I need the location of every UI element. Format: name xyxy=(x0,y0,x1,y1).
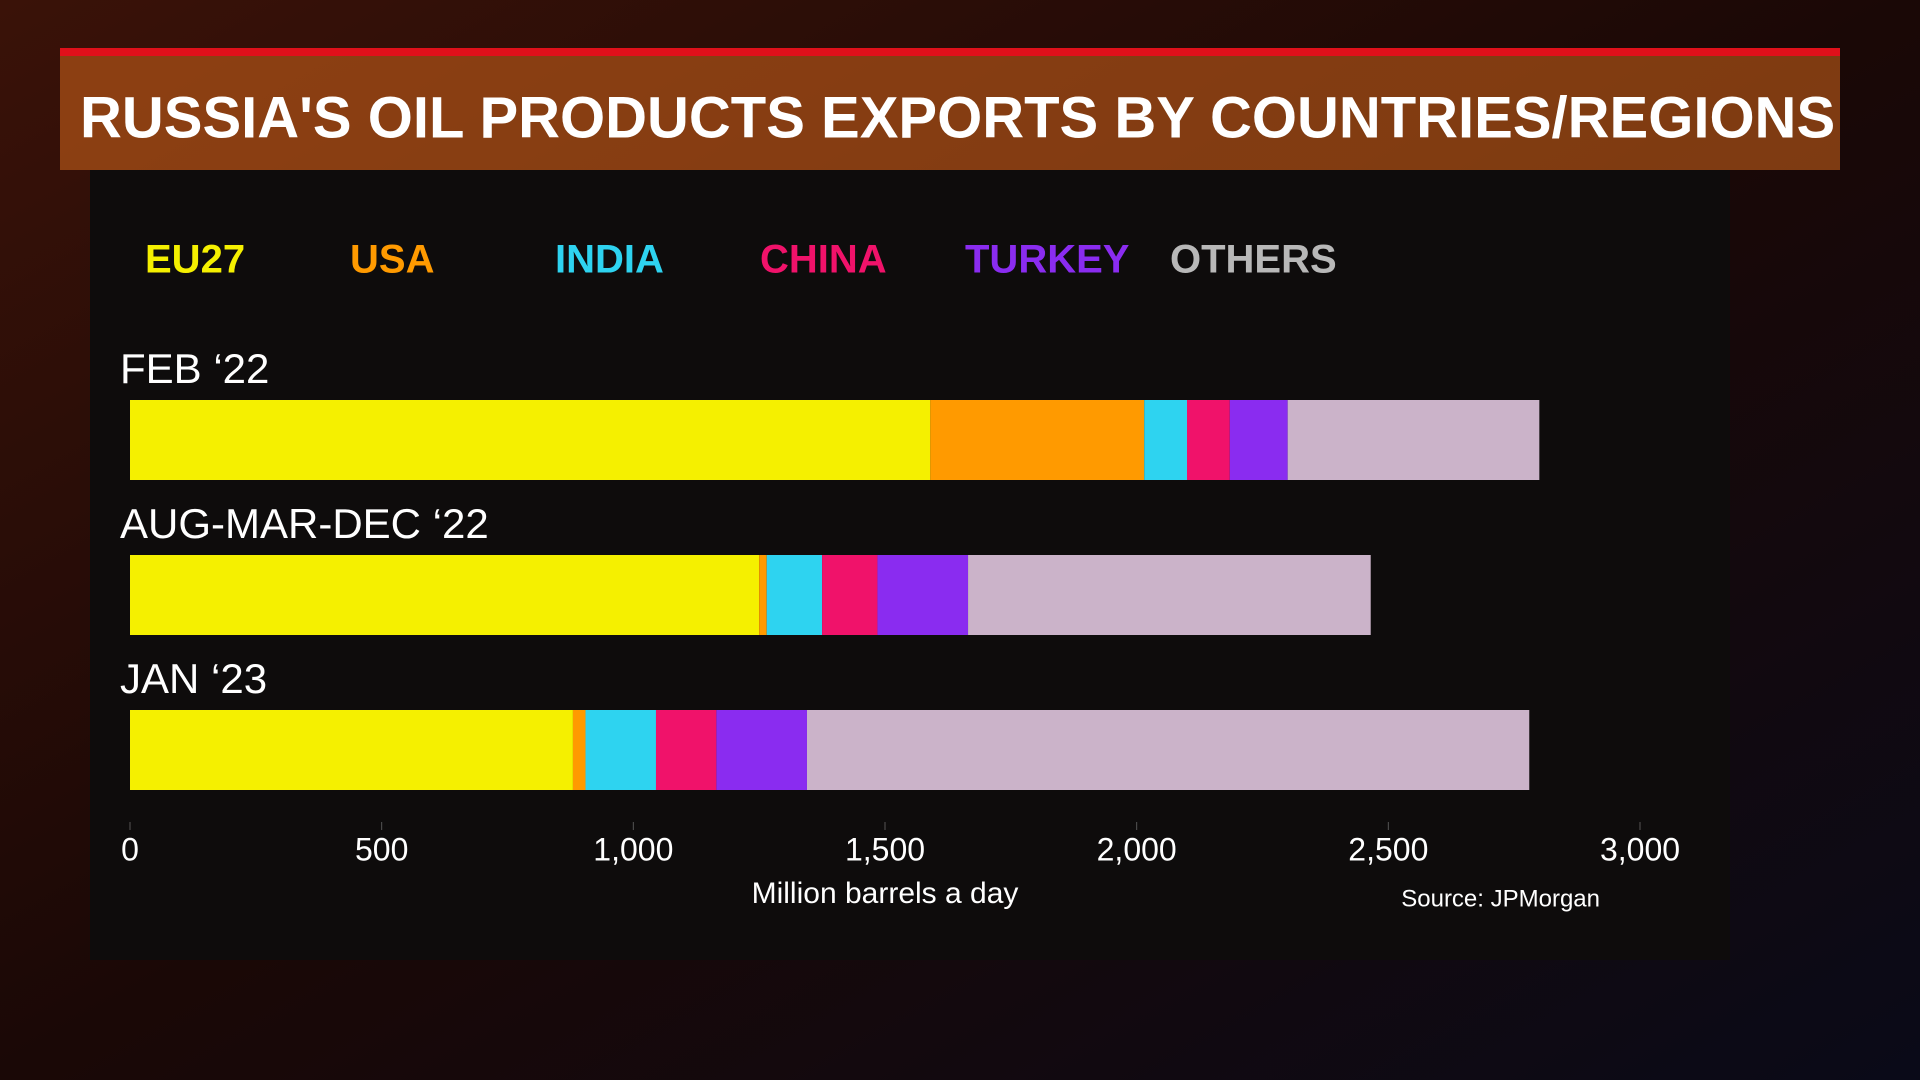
x-tick-label: 500 xyxy=(355,831,408,867)
bar-segment xyxy=(968,555,1371,635)
bar-segment xyxy=(716,710,807,790)
x-tick-label: 3,000 xyxy=(1600,831,1680,867)
category-label: JAN ‘23 xyxy=(120,655,267,702)
title-rule xyxy=(60,48,1840,56)
chart-title: RUSSIA'S OIL PRODUCTS EXPORTS BY COUNTRI… xyxy=(80,85,1835,150)
category-label: AUG-MAR-DEC ‘22 xyxy=(120,500,489,547)
bar-segment xyxy=(572,710,586,790)
bar-segment xyxy=(766,555,823,635)
x-tick-label: 1,000 xyxy=(593,831,673,867)
category-label: FEB ‘22 xyxy=(120,345,269,392)
bar-segment xyxy=(130,400,931,480)
bar-segment xyxy=(822,555,878,635)
bar-segment xyxy=(759,555,767,635)
bar-segment xyxy=(1229,400,1288,480)
legend-entry: CHINA xyxy=(760,238,887,282)
legend-entry: TURKEY xyxy=(965,238,1130,282)
source: Source: JPMorgan xyxy=(1401,885,1600,912)
bar-segment xyxy=(130,710,573,790)
legend-entry: USA xyxy=(350,238,434,282)
bar-segment xyxy=(877,555,969,635)
legend-entry: OTHERS xyxy=(1170,238,1337,282)
bar-segment xyxy=(806,710,1530,790)
x-tick-label: 2,500 xyxy=(1348,831,1428,867)
x-tick-label: 1,500 xyxy=(845,831,925,867)
bar-segment xyxy=(1144,400,1187,480)
legend-entry: EU27 xyxy=(145,238,245,282)
bar-segment xyxy=(930,400,1145,480)
bar-segment xyxy=(1287,400,1540,480)
title-band xyxy=(60,50,1840,170)
bar-segment xyxy=(585,710,656,790)
legend-entry: INDIA xyxy=(555,238,664,282)
bar-segment xyxy=(1187,400,1230,480)
bar-segment xyxy=(655,710,717,790)
bar-segment xyxy=(130,555,760,635)
x-axis-title: Million barrels a day xyxy=(752,877,1019,910)
x-tick-label: 2,000 xyxy=(1097,831,1177,867)
x-tick-label: 0 xyxy=(121,831,139,867)
